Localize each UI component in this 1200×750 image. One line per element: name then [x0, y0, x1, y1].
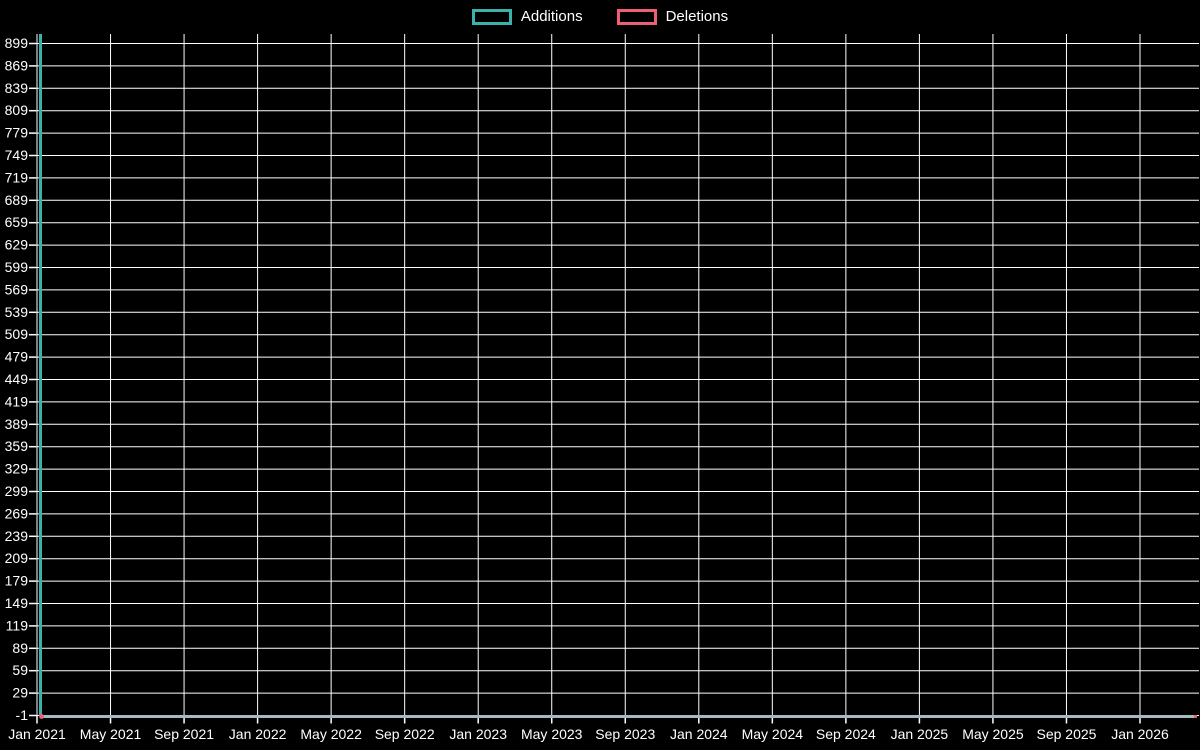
x-axis-tick-labels: Jan 2021 May 2021 Sep 2021 Jan 2022 May 2022… — [8, 726, 1169, 742]
additions-swatch-icon — [471, 9, 512, 25]
svg-text:29: 29 — [12, 685, 28, 701]
svg-text:-1: -1 — [16, 707, 29, 723]
svg-text:839: 839 — [5, 80, 29, 96]
svg-text:779: 779 — [5, 125, 29, 141]
svg-text:Sep 2022: Sep 2022 — [375, 726, 435, 742]
svg-text:May 2022: May 2022 — [300, 726, 362, 742]
svg-text:479: 479 — [5, 349, 29, 365]
deletions-swatch-icon — [616, 9, 657, 25]
svg-text:Jan 2026: Jan 2026 — [1111, 726, 1169, 742]
svg-text:509: 509 — [5, 326, 29, 342]
legend-item-deletions[interactable]: Deletions — [616, 8, 729, 26]
svg-text:89: 89 — [12, 640, 28, 656]
svg-text:569: 569 — [5, 281, 29, 297]
svg-text:Sep 2025: Sep 2025 — [1036, 726, 1096, 742]
svg-text:May 2021: May 2021 — [80, 726, 142, 742]
svg-text:389: 389 — [5, 416, 29, 432]
svg-text:Jan 2022: Jan 2022 — [229, 726, 287, 742]
horizontal-gridlines — [36, 43, 1199, 716]
deletions-start-point — [39, 714, 44, 719]
svg-text:149: 149 — [5, 595, 29, 611]
svg-text:419: 419 — [5, 393, 29, 409]
axis-tick-marks — [29, 42, 1141, 724]
legend-item-additions[interactable]: Additions — [471, 8, 583, 26]
svg-text:119: 119 — [6, 617, 29, 633]
svg-text:899: 899 — [5, 35, 29, 51]
svg-text:599: 599 — [5, 259, 29, 275]
svg-text:May 2023: May 2023 — [521, 726, 583, 742]
svg-text:329: 329 — [5, 461, 29, 477]
y-axis-tick-labels: -1 29 59 89 119 149 179 209 239 269 299 329 359 389 41… — [5, 35, 29, 723]
svg-text:May 2024: May 2024 — [742, 726, 804, 742]
svg-text:629: 629 — [5, 237, 29, 253]
svg-text:Jan 2024: Jan 2024 — [670, 726, 728, 742]
svg-text:809: 809 — [5, 102, 29, 118]
svg-text:299: 299 — [5, 483, 29, 499]
svg-text:Jan 2025: Jan 2025 — [891, 726, 949, 742]
svg-text:539: 539 — [5, 304, 29, 320]
svg-text:659: 659 — [5, 214, 29, 230]
svg-text:Sep 2021: Sep 2021 — [154, 726, 214, 742]
data-series — [39, 34, 1197, 719]
svg-text:269: 269 — [5, 505, 29, 521]
svg-text:209: 209 — [5, 550, 29, 566]
legend-label-deletions: Deletions — [665, 8, 729, 25]
svg-text:239: 239 — [5, 528, 29, 544]
svg-text:749: 749 — [5, 147, 29, 163]
svg-text:Sep 2023: Sep 2023 — [595, 726, 655, 742]
svg-text:719: 719 — [5, 169, 29, 185]
svg-text:359: 359 — [5, 438, 29, 454]
vertical-gridlines — [36, 34, 1141, 716]
svg-text:449: 449 — [5, 371, 29, 387]
svg-text:179: 179 — [5, 573, 29, 589]
svg-text:59: 59 — [12, 662, 28, 678]
svg-text:May 2025: May 2025 — [962, 726, 1024, 742]
svg-text:Sep 2024: Sep 2024 — [816, 726, 876, 742]
legend-label-additions: Additions — [520, 8, 583, 25]
svg-text:689: 689 — [5, 192, 29, 208]
chart-legend: Additions Deletions — [0, 8, 1200, 26]
svg-text:Jan 2023: Jan 2023 — [449, 726, 507, 742]
svg-text:869: 869 — [5, 57, 29, 73]
svg-text:Jan 2021: Jan 2021 — [8, 726, 66, 742]
